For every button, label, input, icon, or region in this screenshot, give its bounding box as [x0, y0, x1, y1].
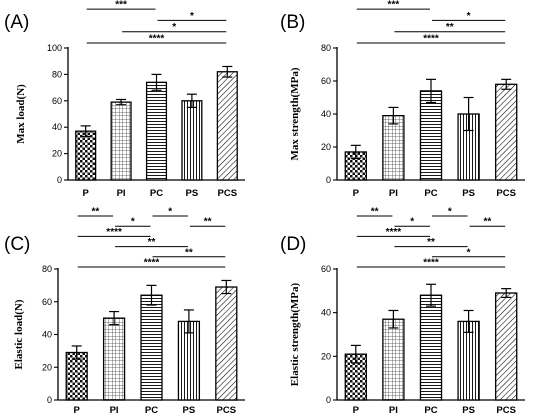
bar-pc: [419, 90, 443, 181]
y-tick-label: 100: [47, 43, 62, 53]
bar-pc: [140, 294, 163, 401]
x-tick-label: PS: [462, 405, 475, 415]
significance-label: ****: [106, 227, 122, 238]
x-tick-label: P: [353, 405, 360, 415]
x-tick-label: PI: [389, 188, 398, 199]
x-tick-label: PCS: [496, 405, 516, 415]
y-tick-label: 60: [52, 96, 62, 106]
panel-b: (B) Max strength(MPa) 0 20 40 60 80 P PI PC PS PC…: [280, 0, 525, 199]
x-tick-label: PC: [150, 188, 163, 199]
significance-label: ***: [115, 0, 127, 11]
y-tick-label: 20: [42, 362, 52, 372]
bar-pcs: [495, 292, 518, 401]
bar-pc: [419, 294, 443, 401]
y-axis-label: Max load(N): [15, 84, 27, 144]
y-tick-label: 80: [321, 43, 331, 53]
bar-p: [75, 130, 97, 181]
panel-label: (B): [280, 12, 305, 33]
y-tick-label: 20: [321, 351, 331, 361]
y-tick-label: 0: [57, 175, 62, 185]
y-tick-label: 0: [47, 395, 52, 405]
x-tick-label: PI: [117, 188, 126, 199]
significance-label: **: [371, 207, 379, 218]
significance-label: ***: [388, 0, 400, 11]
significance-label: *: [168, 207, 172, 218]
significance-label: ****: [423, 258, 439, 269]
significance-label: *: [448, 207, 452, 218]
panel-label: (C): [4, 234, 30, 255]
significance-label: **: [204, 217, 212, 228]
x-tick-label: PI: [389, 405, 398, 415]
significance-label: **: [484, 217, 492, 228]
y-axis-label: Elastic strength(MPa): [289, 282, 301, 386]
y-tick-label: 80: [42, 264, 52, 274]
bar-pi: [382, 115, 405, 181]
x-tick-label: PI: [110, 405, 119, 415]
y-axis-label: Elastic load(N): [13, 299, 25, 369]
x-tick-label: P: [83, 188, 90, 199]
x-tick-label: PC: [424, 405, 437, 415]
significance-label: **: [185, 247, 193, 258]
significance-label: ****: [149, 34, 165, 45]
significance-label: ****: [144, 258, 160, 269]
x-tick-label: PS: [183, 405, 196, 415]
bar-pi: [110, 101, 132, 181]
panel-d: (D) Elastic strength(MPa) 0 20 40 60 P PI PC PS…: [280, 207, 525, 415]
x-tick-label: PCS: [496, 188, 516, 199]
y-tick-label: 40: [42, 330, 52, 340]
y-tick-label: 60: [321, 76, 331, 86]
bar-pcs: [216, 71, 238, 181]
x-tick-label: PS: [186, 188, 199, 199]
y-tick-label: 60: [42, 297, 52, 307]
y-tick-label: 20: [52, 149, 62, 159]
bar-pcs: [215, 286, 238, 401]
y-tick-label: 0: [326, 395, 331, 405]
x-tick-label: P: [74, 405, 81, 415]
significance-label: *: [172, 22, 176, 33]
y-tick-label: 60: [321, 264, 331, 274]
significance-label: **: [427, 237, 435, 248]
x-tick-label: PCS: [218, 188, 238, 199]
panel-label: (D): [280, 234, 306, 255]
significance-label: **: [92, 207, 100, 218]
significance-label: *: [190, 11, 194, 22]
y-tick-label: 80: [52, 69, 62, 79]
y-tick-label: 40: [321, 308, 331, 318]
bar-ps: [457, 320, 480, 401]
x-tick-label: PS: [462, 188, 475, 199]
y-tick-label: 0: [326, 175, 331, 185]
x-tick-label: P: [353, 188, 360, 199]
x-tick-label: PC: [424, 188, 437, 199]
significance-label: *: [131, 217, 135, 228]
y-tick-label: 40: [321, 109, 331, 119]
significance-label: **: [446, 22, 454, 33]
y-tick-label: 20: [321, 142, 331, 152]
y-axis-label: Max strength(MPa): [289, 67, 301, 160]
significance-label: ****: [423, 34, 439, 45]
panel-c: (C) Elastic load(N) 0 20 40 60 80 P PI PC PS PCS *…: [4, 207, 245, 415]
bar-pi: [382, 318, 405, 401]
significance-label: ****: [386, 227, 402, 238]
bar-pcs: [495, 83, 518, 181]
x-tick-label: PCS: [217, 405, 237, 415]
significance-label: *: [467, 247, 471, 258]
significance-label: **: [148, 237, 156, 248]
bar-ps: [181, 100, 203, 181]
panel-label: (A): [4, 12, 29, 33]
significance-label: *: [467, 11, 471, 22]
bar-pc: [145, 81, 168, 181]
bar-pi: [102, 317, 126, 401]
x-tick-label: PC: [145, 405, 158, 415]
significance-label: *: [410, 217, 414, 228]
y-tick-label: 40: [52, 122, 62, 132]
